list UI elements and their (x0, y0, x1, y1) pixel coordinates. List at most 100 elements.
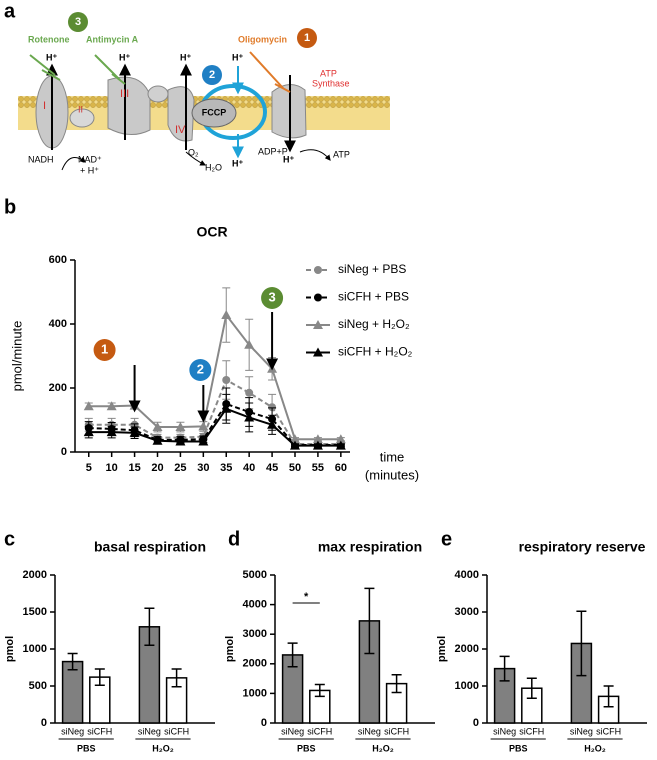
x-tick-label: 50 (289, 462, 301, 474)
drug: Rotenone (28, 34, 70, 44)
y-tick-label: 1500 (23, 606, 47, 618)
legend-marker (313, 320, 323, 329)
y-tick-label: 4000 (455, 569, 479, 581)
error-bar (67, 652, 78, 671)
label: Synthase (312, 78, 350, 88)
label: O₂ (188, 147, 199, 157)
x-tick-label: 35 (220, 462, 232, 474)
x-tick-label: siNeg (281, 726, 304, 736)
panel-label: e (441, 528, 452, 550)
proton: H⁺ (180, 52, 191, 62)
step-badge (297, 28, 317, 48)
cytochrome (147, 85, 169, 103)
group-label: H₂O₂ (584, 743, 606, 753)
y-tick-label: 600 (49, 254, 67, 266)
label: H₂O (205, 162, 222, 172)
chart-title: max respiration (318, 539, 422, 555)
label: ATP (333, 149, 350, 159)
y-tick-label: 200 (49, 382, 67, 394)
y-tick-label: 0 (61, 446, 67, 458)
x-tick-label: siNeg (493, 726, 516, 736)
chart-title: respiratory reserve (519, 539, 646, 555)
marker (152, 435, 163, 445)
y-tick-label: 1000 (455, 680, 479, 692)
marker (244, 339, 255, 349)
group-label: PBS (509, 743, 528, 753)
proton: H⁺ (232, 158, 243, 168)
x-tick-label: 20 (151, 462, 163, 474)
inhibitor-line (249, 51, 291, 93)
y-axis-label: pmol (224, 636, 236, 662)
arrow (299, 149, 331, 161)
error-bar (364, 587, 375, 655)
complex-label: II (78, 104, 83, 114)
error-bar (287, 642, 298, 668)
x-tick-label: 45 (266, 462, 278, 474)
step-number: 2 (209, 69, 215, 81)
panel-label: b (4, 196, 16, 218)
x-tick-label: 10 (106, 462, 118, 474)
marker (152, 422, 163, 432)
error-bar (94, 668, 105, 687)
significance-label: * (304, 591, 309, 603)
marker (335, 434, 346, 444)
marker (83, 427, 94, 437)
x-tick-label: siCFH (596, 726, 621, 736)
complex-ii (69, 108, 95, 128)
x-tick-label: siCFH (164, 726, 189, 736)
inhibitor-line (29, 54, 61, 81)
label: + H⁺ (80, 165, 99, 175)
x-tick-label: 15 (128, 462, 140, 474)
marker (221, 310, 232, 320)
label: NAD⁺ (78, 154, 102, 164)
marker (106, 427, 117, 437)
error-bar (603, 685, 614, 708)
x-axis-label: (minutes) (365, 467, 419, 482)
y-tick-label: 4000 (243, 599, 267, 611)
annotation-label: 3 (268, 289, 275, 304)
legend-label: siCFH + H₂O₂ (338, 345, 413, 359)
y-tick-label: 400 (49, 318, 67, 330)
legend-label: siNeg + PBS (338, 262, 406, 276)
chart-title: basal respiration (94, 539, 206, 555)
x-tick-label: siNeg (61, 726, 84, 736)
marker (222, 376, 231, 384)
complex-label: I (43, 100, 46, 112)
chart-title: OCR (196, 224, 227, 240)
legend-marker (313, 347, 323, 357)
group-label: PBS (297, 743, 316, 753)
complex-label: IV (175, 124, 186, 136)
drug: Antimycin A (86, 34, 139, 44)
error-bar (171, 668, 182, 688)
panel-label: d (228, 528, 240, 550)
label: ADP+P (258, 146, 288, 156)
complex-iii (107, 76, 151, 135)
step-badge (202, 65, 222, 85)
y-tick-label: 2000 (23, 569, 47, 581)
x-tick-label: 5 (86, 462, 92, 474)
series-line (88, 407, 341, 447)
marker (312, 440, 323, 450)
x-tick-label: 60 (335, 462, 347, 474)
x-tick-label: 55 (312, 462, 324, 474)
marker (267, 419, 278, 429)
x-tick-label: 40 (243, 462, 255, 474)
marker (175, 436, 186, 446)
error-bar (391, 674, 402, 694)
marker (198, 436, 209, 446)
x-tick-label: siCFH (87, 726, 112, 736)
bar (61, 660, 84, 724)
marker (106, 401, 117, 411)
error-bar (314, 683, 325, 698)
group-label: H₂O₂ (152, 743, 174, 753)
label: ATP (320, 68, 337, 78)
arrow (61, 156, 86, 171)
error-bar (526, 677, 537, 699)
complex-iv (167, 86, 195, 142)
x-tick-label: siNeg (358, 726, 381, 736)
legend-marker (314, 293, 322, 302)
step-badge (68, 12, 88, 32)
y-tick-label: 0 (261, 717, 267, 729)
marker (290, 440, 300, 450)
